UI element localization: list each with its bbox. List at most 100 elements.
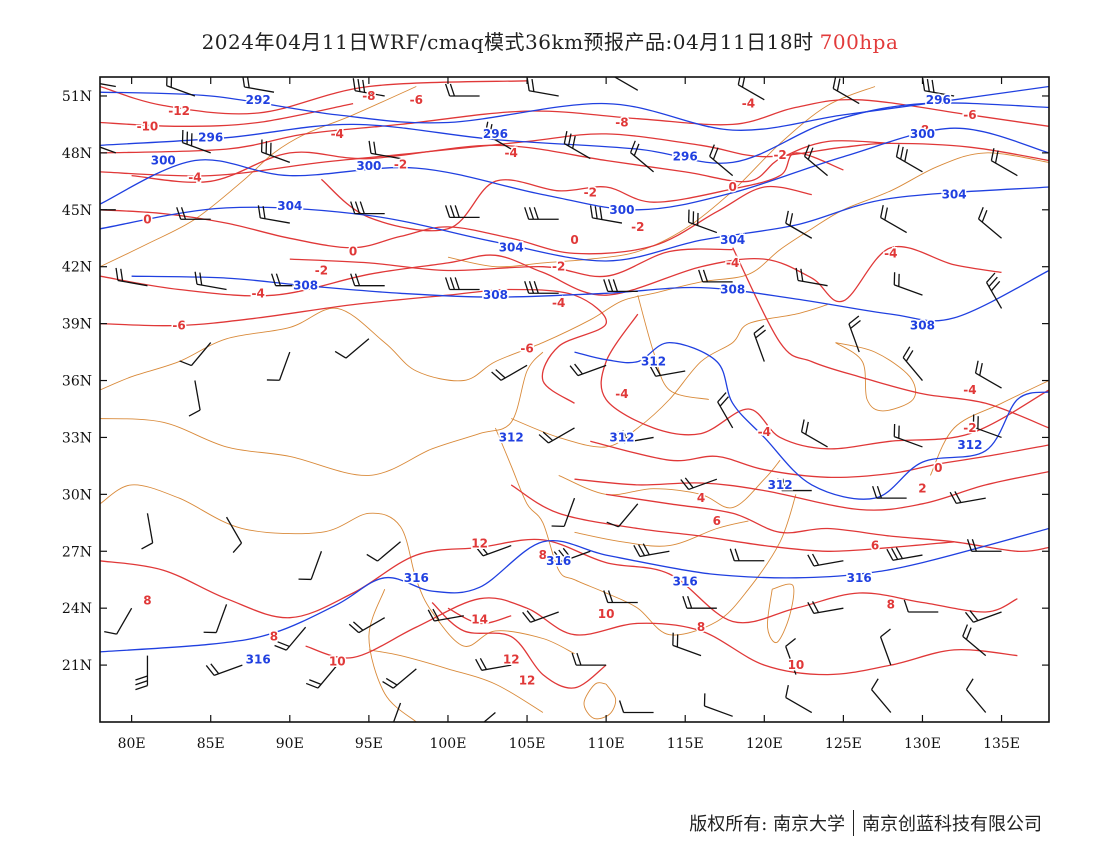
wind-barb xyxy=(807,601,844,615)
y-tick-label: 27N xyxy=(62,544,92,560)
wind-barb xyxy=(966,539,1002,552)
wind-barb xyxy=(649,363,686,377)
wind-barb xyxy=(366,541,401,562)
wind-barb xyxy=(893,424,923,448)
wind-barb xyxy=(964,610,1002,623)
temperature-contour-label: -2 xyxy=(631,220,644,234)
wind-barb xyxy=(606,503,639,528)
temperature-contour-label: 10 xyxy=(329,654,346,668)
wind-barb xyxy=(260,139,291,163)
wind-barb xyxy=(879,628,892,666)
temperature-contour-label: 8 xyxy=(539,548,547,562)
height-contour-label: 308 xyxy=(720,282,745,296)
boundary-line xyxy=(494,427,797,636)
wind-barb xyxy=(257,205,290,224)
y-tick-label: 42N xyxy=(62,260,92,276)
temperature-contour-label: -4 xyxy=(726,256,739,270)
wind-barb xyxy=(848,315,861,353)
wind-barb xyxy=(703,693,733,717)
temperature-contour-label: 0 xyxy=(934,461,942,475)
wind-barb xyxy=(100,83,116,88)
wind-barb xyxy=(475,658,512,671)
wind-barb xyxy=(382,668,417,689)
height-contour-label: 300 xyxy=(910,127,935,141)
temperature-contour-label: 14 xyxy=(471,613,488,627)
wind-barb xyxy=(225,516,243,553)
height-contour-label: 308 xyxy=(483,288,508,302)
wind-barb xyxy=(563,131,591,160)
temperature-contour-label: -2 xyxy=(394,157,407,171)
y-tick-label: 24N xyxy=(62,601,92,617)
wind-barb xyxy=(965,678,987,713)
temperature-contour-label: 12 xyxy=(503,652,520,666)
height-contour-label: 304 xyxy=(942,188,967,202)
wind-barb xyxy=(903,599,939,613)
boundary-line xyxy=(835,342,917,412)
temperature-contour-label: -2 xyxy=(963,421,976,435)
wind-barb xyxy=(392,702,402,722)
height-contour-line xyxy=(131,269,1049,322)
temperature-contour-label: 8 xyxy=(143,594,151,608)
temperature-contour-label: 6 xyxy=(871,539,879,553)
temperature-contour-label: 4 xyxy=(697,491,705,505)
temperature-contour-label: -4 xyxy=(251,286,264,300)
height-contour-label: 300 xyxy=(356,159,381,173)
wind-barb xyxy=(484,121,512,150)
wind-barb xyxy=(617,430,654,444)
wind-barb xyxy=(682,595,717,609)
height-contour-label: 300 xyxy=(151,153,176,167)
wind-barb xyxy=(115,267,148,287)
temperature-contour-label: 6 xyxy=(713,514,721,528)
temperature-contour-layer xyxy=(100,80,1049,689)
temperature-contour-line xyxy=(131,140,891,183)
wind-barb xyxy=(100,146,117,154)
wind-barb xyxy=(629,140,655,173)
wind-barb xyxy=(271,273,306,287)
temperature-contour-label: 8 xyxy=(887,597,895,611)
wind-barb xyxy=(737,77,765,101)
boundary-line xyxy=(574,520,749,547)
wind-barb xyxy=(895,144,923,173)
height-contour-label: 300 xyxy=(609,203,634,217)
wind-barb xyxy=(880,205,907,234)
wind-barb xyxy=(352,78,385,97)
temperature-contour-label: -6 xyxy=(963,108,976,122)
wind-barb xyxy=(633,543,670,558)
wind-barb xyxy=(949,491,986,504)
copyright-left: 版权所有: 南京大学 xyxy=(689,814,845,835)
temperature-contour-label: -4 xyxy=(331,127,344,141)
temperature-contour-line xyxy=(574,470,1049,511)
temperature-contour-line xyxy=(100,245,1002,303)
wind-barb xyxy=(551,497,576,527)
wind-barb xyxy=(524,281,559,294)
temperature-contour-label: -2 xyxy=(552,260,565,274)
map-title: 2024年04月11日WRF/cmaq模式36km预报产品:04月11日18时 7… xyxy=(0,26,1100,55)
height-contour-line xyxy=(100,527,1049,653)
boundary-line xyxy=(583,682,617,720)
x-tick-label: 105E xyxy=(509,736,546,752)
height-contour-layer xyxy=(100,85,1049,653)
x-tick-label: 90E xyxy=(276,736,304,752)
wind-barb xyxy=(803,144,828,177)
temperature-contour-label: -4 xyxy=(188,171,201,185)
wind-barb xyxy=(553,547,591,563)
plot-frame xyxy=(99,76,1050,723)
temperature-contour-label: -8 xyxy=(615,116,628,130)
height-contour-label: 316 xyxy=(546,554,571,568)
temperature-contour-label: 0 xyxy=(349,245,357,259)
temperature-contour-label: -4 xyxy=(615,387,628,401)
temperature-contour-line xyxy=(600,313,1049,450)
wind-barb xyxy=(166,77,196,97)
wind-barb xyxy=(350,273,385,287)
wind-barb xyxy=(807,553,844,567)
temperature-contour-label: -2 xyxy=(773,148,786,162)
wind-barb xyxy=(785,210,813,239)
wind-barb xyxy=(538,427,575,444)
temperature-contour-label: -4 xyxy=(742,97,755,111)
height-contour-label: 312 xyxy=(499,430,524,444)
wind-barb-layer xyxy=(100,77,1018,722)
wind-barb xyxy=(571,652,607,666)
height-contour-label: 292 xyxy=(246,93,271,107)
wind-barb xyxy=(444,277,480,291)
height-contour-label: 316 xyxy=(847,571,872,585)
